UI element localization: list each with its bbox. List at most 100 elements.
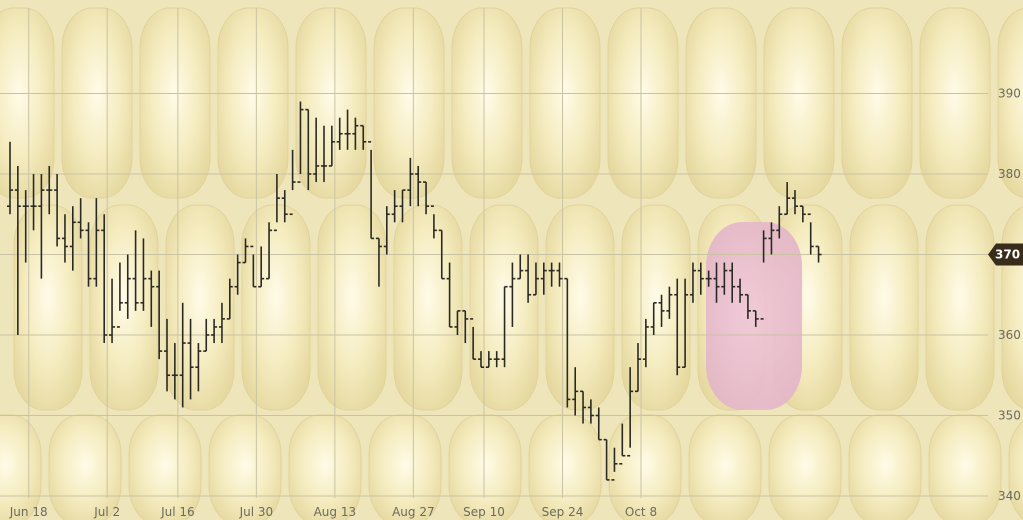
- ohlc-bar: [619, 423, 626, 465]
- ohlc-bar: [124, 254, 131, 319]
- ohlc-bar: [289, 149, 296, 216]
- ohlc-bar: [485, 351, 492, 369]
- ohlc-bar: [22, 190, 29, 263]
- y-tick-label: 350: [998, 409, 1021, 423]
- ohlc-bar: [234, 254, 241, 295]
- ohlc-bar: [116, 262, 123, 328]
- ohlc-bar: [564, 277, 571, 408]
- x-tick-label: Sep 10: [463, 505, 505, 519]
- corn-kernel: [529, 7, 601, 199]
- ohlc-bar: [493, 351, 500, 368]
- ohlc-bar: [14, 165, 21, 335]
- corn-kernel: [61, 7, 133, 199]
- x-tick-label: Aug 13: [314, 505, 357, 519]
- ohlc-bar: [760, 230, 767, 320]
- corn-kernel: [607, 7, 679, 199]
- ohlc-bar: [391, 190, 398, 223]
- ohlc-bar: [635, 343, 641, 393]
- ohlc-bar: [281, 190, 288, 223]
- ohlc-bar: [689, 262, 696, 303]
- x-tick-label: Aug 27: [392, 505, 435, 519]
- ohlc-bar: [164, 318, 170, 392]
- x-tick-label: Jul 16: [160, 505, 195, 519]
- ohlc-bar: [556, 262, 563, 287]
- ohlc-bar: [462, 310, 469, 344]
- ohlc-bar: [375, 237, 382, 287]
- ohlc-bar: [509, 262, 516, 327]
- ohlc-bar: [721, 262, 728, 295]
- ohlc-bar: [611, 447, 618, 481]
- ohlc-bar: [30, 174, 37, 231]
- ohlc-bar: [572, 367, 579, 416]
- corn-kernel: [545, 204, 615, 411]
- corn-kernel: [317, 204, 387, 411]
- ohlc-bar: [650, 301, 657, 335]
- ohlc-bar: [642, 318, 649, 368]
- ohlc-bar: [415, 165, 422, 207]
- ohlc-bar: [799, 205, 806, 223]
- corn-kernel: [848, 414, 922, 520]
- ohlc-bar: [179, 302, 186, 408]
- corn-kernel: [1001, 206, 1023, 409]
- x-tick-label: Jun 18: [9, 505, 48, 519]
- ohlc-bar: [85, 222, 92, 287]
- ohlc-bar: [187, 318, 194, 400]
- corn-kernel: [451, 7, 523, 199]
- ohlc-bar: [368, 141, 375, 240]
- corn-kernel: [768, 414, 842, 520]
- ohlc-bar: [705, 270, 712, 287]
- ohlc-bar: [580, 390, 587, 424]
- ohlc-bar: [729, 262, 736, 303]
- corn-kernel: [841, 7, 913, 199]
- ohlc-bar: [336, 117, 343, 150]
- corn-kernel: [295, 7, 367, 199]
- ohlc-bar: [658, 294, 665, 327]
- ohlc-bar: [737, 278, 744, 303]
- ohlc-bar: [195, 343, 202, 392]
- ohlc-bar: [297, 101, 304, 183]
- x-axis: Jun 18 Jul 2 Jul 16 Jul 30 Aug 13 Aug 27 Sep 1…: [9, 505, 657, 519]
- ohlc-bar: [595, 407, 602, 441]
- ohlc-bar: [587, 399, 594, 424]
- ohlc-bar: [407, 157, 414, 207]
- corn-kernel: [89, 204, 159, 411]
- ohlc-bar: [454, 310, 461, 335]
- ohlc-bar: [148, 270, 155, 327]
- corn-kernel: [13, 204, 83, 411]
- ohlc-bar: [768, 222, 775, 255]
- ohlc-bar: [776, 206, 783, 239]
- ohlc-bar: [478, 351, 484, 369]
- grid-lines: [0, 8, 988, 498]
- ohlc-bar: [61, 214, 68, 263]
- ohlc-bar: [93, 198, 100, 287]
- ohlc-bar: [540, 262, 547, 295]
- x-tick-label: Oct 8: [625, 505, 657, 519]
- ohlc-bar: [38, 174, 45, 279]
- corn-kernel: [165, 204, 235, 411]
- ohlc-bar: [109, 278, 116, 344]
- y-tick-label: 340: [998, 489, 1021, 503]
- ohlc-bar: [305, 108, 312, 191]
- ohlc-bar: [674, 278, 681, 376]
- ohlc-bar: [203, 318, 210, 352]
- y-tick-label: 390: [998, 87, 1021, 101]
- ohlc-bar: [697, 262, 704, 295]
- corn-kernel: [685, 7, 757, 199]
- corn-kernel: [0, 7, 55, 199]
- ohlc-bar: [792, 190, 798, 215]
- ohlc-bar: [140, 238, 147, 311]
- pink-kernel: [706, 222, 802, 410]
- corn-kernel: [393, 204, 463, 411]
- ohlc-bar: [666, 286, 673, 319]
- corn-kernel: [997, 8, 1023, 198]
- ohlc-bar: [156, 270, 163, 360]
- corn-kernel: [621, 204, 691, 411]
- ohlc-bar: [501, 285, 508, 368]
- ohlc-bar: [548, 262, 555, 287]
- y-axis: 340 350 360 380 390: [998, 87, 1021, 504]
- ohlc-bar: [54, 174, 61, 247]
- ohlc-bar: [784, 182, 791, 216]
- ohlc-bar: [273, 174, 280, 232]
